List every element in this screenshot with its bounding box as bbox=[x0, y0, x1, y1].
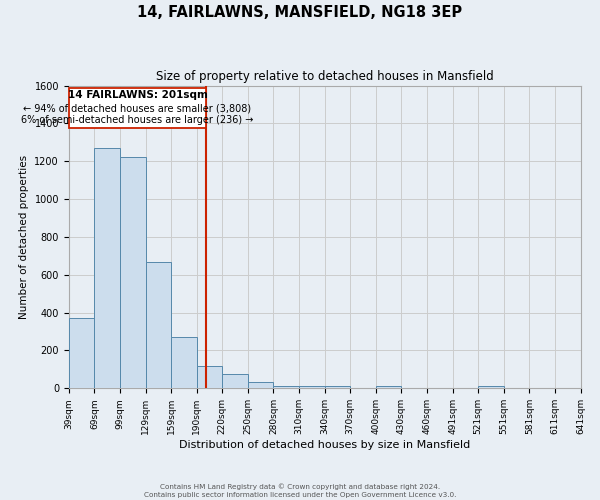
Bar bbox=[274, 386, 299, 388]
Bar bbox=[299, 386, 325, 388]
Bar bbox=[146, 262, 171, 388]
Text: 14 FAIRLAWNS: 201sqm: 14 FAIRLAWNS: 201sqm bbox=[68, 90, 208, 101]
Title: Size of property relative to detached houses in Mansfield: Size of property relative to detached ho… bbox=[156, 70, 494, 83]
Bar bbox=[478, 386, 504, 388]
Bar bbox=[376, 386, 401, 388]
Text: 14, FAIRLAWNS, MANSFIELD, NG18 3EP: 14, FAIRLAWNS, MANSFIELD, NG18 3EP bbox=[137, 5, 463, 20]
Bar bbox=[248, 382, 274, 388]
Bar bbox=[171, 338, 197, 388]
Bar bbox=[223, 374, 248, 388]
Bar bbox=[197, 366, 223, 388]
X-axis label: Distribution of detached houses by size in Mansfield: Distribution of detached houses by size … bbox=[179, 440, 470, 450]
Text: 6% of semi-detached houses are larger (236) →: 6% of semi-detached houses are larger (2… bbox=[21, 115, 254, 125]
Bar bbox=[94, 148, 120, 388]
Bar bbox=[120, 158, 146, 388]
Bar bbox=[69, 318, 94, 388]
Bar bbox=[325, 386, 350, 388]
Text: Contains HM Land Registry data © Crown copyright and database right 2024.
Contai: Contains HM Land Registry data © Crown c… bbox=[144, 484, 456, 498]
FancyBboxPatch shape bbox=[69, 88, 206, 128]
Y-axis label: Number of detached properties: Number of detached properties bbox=[19, 155, 29, 319]
Text: ← 94% of detached houses are smaller (3,808): ← 94% of detached houses are smaller (3,… bbox=[23, 104, 251, 114]
